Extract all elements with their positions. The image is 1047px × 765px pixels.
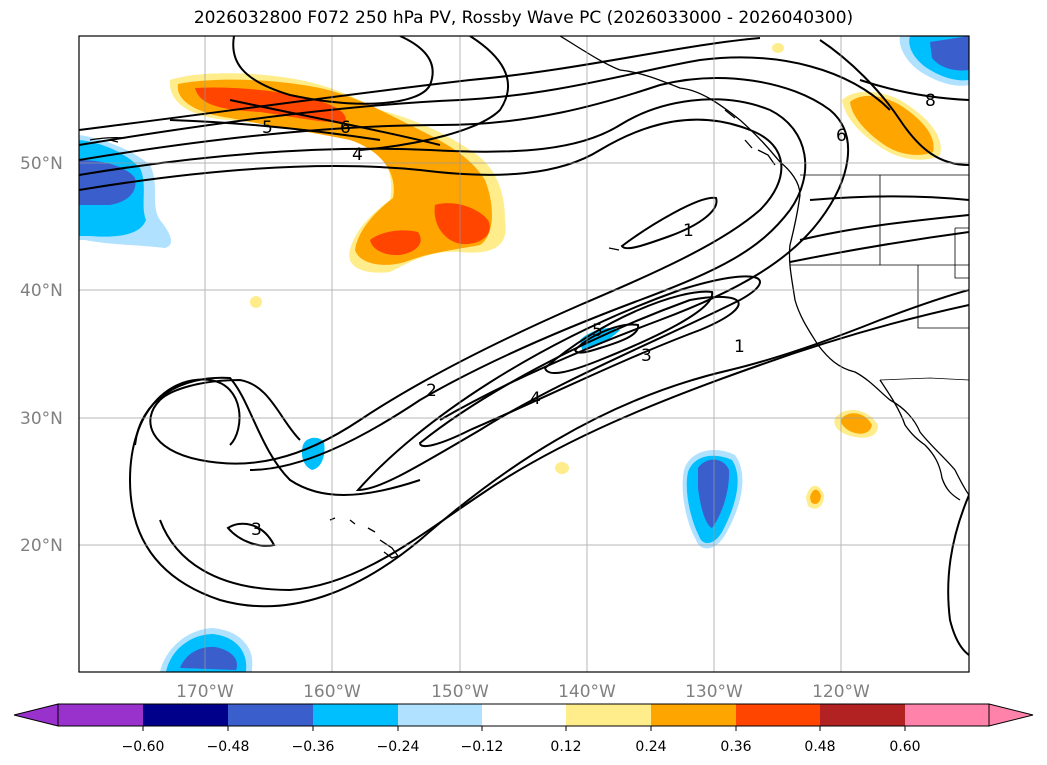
contour-1-closed — [620, 196, 718, 250]
positive-anomaly-north-mid — [177, 79, 492, 265]
colorbar-tick-label: 0.36 — [720, 739, 751, 755]
contour-label: 3 — [641, 346, 652, 366]
colorbar-tick-label: −0.36 — [292, 739, 335, 755]
contour-label-layer: 5 6 4 1 2 4 5 3 1 3 6 8 — [251, 91, 936, 540]
contour-6-north — [229, 99, 441, 146]
contour-top-arc — [232, 36, 434, 105]
colorbar-tick-label: 0.24 — [635, 739, 666, 755]
contour-1-long — [159, 304, 969, 592]
coastline-layer — [89, 36, 969, 559]
colorbar-extend-left — [13, 703, 59, 727]
contour-label: 1 — [683, 221, 694, 241]
colorbar-tick-label: −0.24 — [377, 739, 420, 755]
gridline-layer — [79, 36, 969, 672]
lon-tick-label: 120°W — [812, 682, 870, 702]
negative-anomaly-southwest-core — [180, 646, 238, 670]
contour-5-closed — [573, 323, 640, 354]
positive-spot-5-mid — [810, 489, 821, 504]
positive-anomaly-north-core2 — [370, 230, 421, 256]
colorbar-tick-label: −0.48 — [207, 739, 250, 755]
lat-tick-label: 20°N — [20, 536, 63, 556]
contour-big-outer — [129, 289, 969, 608]
positive-spot-3 — [555, 462, 569, 474]
contour-label: 5 — [262, 118, 273, 138]
colorbar-segment — [651, 704, 736, 726]
colorbar-frame — [57, 703, 990, 727]
colorbar-segment — [736, 704, 820, 726]
contour-4-loop — [543, 290, 714, 375]
contour-6-northeast — [819, 39, 969, 166]
colorbar-tick-label: −0.12 — [461, 739, 504, 755]
contour-layer — [79, 36, 969, 656]
colorbar-segment — [313, 704, 398, 726]
colorbar-segment — [228, 704, 313, 726]
colorbar-tick-label: −0.60 — [122, 739, 165, 755]
positive-anomaly-northeast-mid — [850, 95, 934, 155]
border-layer — [790, 174, 969, 381]
contour-southeast — [947, 494, 969, 656]
colorbar-segment — [820, 704, 905, 726]
contour-label: 6 — [340, 118, 351, 138]
lat-tick-label: 50°N — [20, 154, 63, 174]
contour-label: 2 — [426, 381, 437, 401]
negative-anomaly-west-core — [79, 160, 136, 205]
contour-label: 6 — [836, 126, 847, 146]
colorbar-tick-label: 0.48 — [804, 739, 835, 755]
negative-spot-2 — [580, 328, 620, 350]
contour-label: 8 — [925, 91, 936, 111]
positive-spot-2 — [250, 296, 262, 308]
lat-tick-label: 40°N — [20, 281, 63, 301]
lon-tick-label: 170°W — [176, 682, 234, 702]
colorbar: −0.60 −0.48 −0.36 −0.24 −0.12 0.12 0.24 … — [13, 703, 1034, 755]
colorbar-segment — [482, 704, 566, 726]
latitude-labels: 50°N 40°N 30°N 20°N — [20, 154, 63, 556]
contour-8-northeast — [859, 79, 969, 101]
colorbar-tick-label: 0.12 — [550, 739, 581, 755]
contour-3-loop — [418, 295, 740, 448]
lat-tick-label: 30°N — [20, 409, 63, 429]
colorbar-segment — [566, 704, 651, 726]
contour-label: 3 — [251, 520, 262, 540]
longitude-labels: 170°W 160°W 150°W 140°W 130°W 120°W — [176, 682, 870, 702]
positive-anomaly-north-core3 — [434, 203, 490, 245]
negative-spot-1 — [301, 437, 325, 470]
colorbar-segment — [143, 704, 228, 726]
lon-tick-label: 150°W — [431, 682, 489, 702]
negative-anomaly-ne-corner-core — [930, 36, 969, 71]
contour-label: 1 — [734, 337, 745, 357]
contour-label: 4 — [530, 389, 541, 409]
colorbar-segment — [58, 704, 143, 726]
positive-spot-1 — [772, 43, 784, 53]
contour-label: 4 — [352, 145, 363, 165]
colorbar-segment — [398, 704, 482, 726]
colorbar-tick-label: 0.60 — [889, 739, 920, 755]
contour-2-loop — [355, 275, 761, 492]
colorbar-extend-right — [988, 703, 1034, 727]
map-title: 2026032800 F072 250 hPa PV, Rossby Wave … — [193, 8, 854, 28]
contour-label: 5 — [592, 321, 603, 341]
lon-tick-label: 130°W — [685, 682, 743, 702]
map-frame — [78, 35, 970, 673]
lon-tick-label: 140°W — [558, 682, 616, 702]
lon-tick-label: 160°W — [303, 682, 361, 702]
colorbar-segment — [905, 704, 989, 726]
map-panel: 5 6 4 1 2 4 5 3 1 3 6 8 — [79, 36, 969, 672]
contour-5-north — [169, 119, 381, 141]
contour-top-arc2 — [359, 36, 510, 151]
